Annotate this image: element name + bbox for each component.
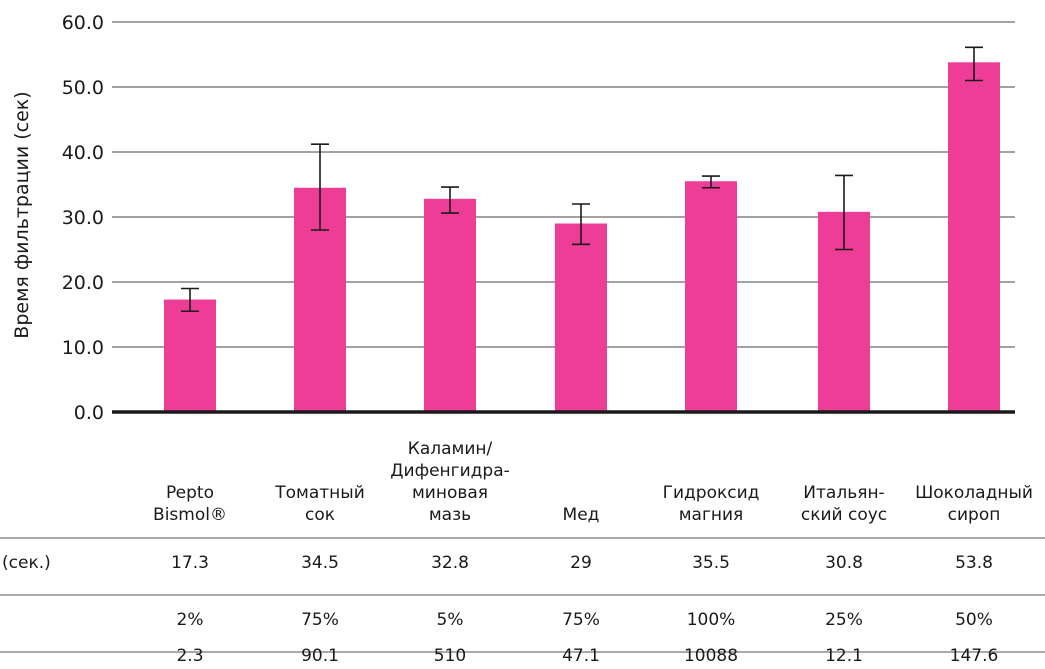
- category-label: Pepto Bismol®: [153, 483, 227, 525]
- table-cell: 35.5: [692, 553, 730, 573]
- y-tick-label: 60.0: [62, 12, 104, 34]
- y-axis-label: Время фильтрации (сек): [11, 91, 33, 338]
- table-cell: 100%: [687, 610, 736, 630]
- y-tick-label: 50.0: [62, 77, 104, 99]
- category-label: Шоколадный сироп: [915, 483, 1033, 525]
- error-bar: [702, 175, 720, 189]
- y-tick-label: 0.0: [74, 402, 104, 424]
- category-labels: Pepto Bismol® Томатный сок Каламин/Дифенгидр…: [153, 439, 1033, 525]
- error-bars: [181, 46, 983, 313]
- table-cell: 34.5: [301, 553, 339, 573]
- table-cell: 50%: [955, 610, 993, 630]
- category-label: Каламин/Дифенгидра-миновая мазь: [390, 439, 510, 525]
- table-cell: 147.6: [950, 646, 999, 666]
- error-bar: [181, 287, 199, 313]
- table-cell: 75%: [301, 610, 339, 630]
- category-label: Гидроксид магния: [663, 483, 760, 525]
- error-bar: [441, 186, 459, 214]
- table-cell: 510: [434, 646, 466, 666]
- table-cell: 47.1: [562, 646, 600, 666]
- y-tick-label: 30.0: [62, 207, 104, 229]
- data-table: (сек.) 17.3 34.5 32.8 29 35.5 30.8 53.8 2% 75% 5% 7…: [0, 537, 1045, 666]
- y-axis-ticks: 0.0 10.0 20.0 30.0 40.0 50.0 60.0: [62, 12, 104, 424]
- table-row-label: (сек.): [2, 553, 51, 573]
- table-cell: 12.1: [825, 646, 863, 666]
- table-cell: 5%: [437, 610, 464, 630]
- table-row: (сек.) 17.3 34.5 32.8 29 35.5 30.8 53.8: [2, 553, 993, 573]
- bar: [555, 223, 607, 412]
- table-cell: 10088: [684, 646, 738, 666]
- table-cell: 2%: [177, 610, 204, 630]
- category-label: Итальян-ский соус: [801, 483, 887, 525]
- table-cell: 17.3: [171, 553, 209, 573]
- bar: [424, 198, 476, 412]
- bars: [112, 62, 1015, 414]
- table-cell: 25%: [825, 610, 863, 630]
- table-cell: 90.1: [301, 646, 339, 666]
- table-cell: 32.8: [431, 553, 469, 573]
- error-bar: [965, 46, 983, 82]
- error-bar: [572, 203, 590, 246]
- y-tick-label: 10.0: [62, 337, 104, 359]
- category-label: Мед: [563, 505, 600, 525]
- table-cell: 53.8: [955, 553, 993, 573]
- category-label: Томатный сок: [274, 483, 365, 525]
- error-bar: [311, 143, 329, 231]
- table-cell: 30.8: [825, 553, 863, 573]
- y-tick-label: 40.0: [62, 142, 104, 164]
- table-cell: 2.3: [176, 646, 203, 666]
- bar: [948, 62, 1000, 413]
- table-row: 2.3 90.1 510 47.1 10088 12.1 147.6: [176, 646, 998, 666]
- table-row: 2% 75% 5% 75% 100% 25% 50%: [177, 610, 993, 630]
- bar: [685, 181, 737, 412]
- table-cell: 75%: [562, 610, 600, 630]
- error-bar: [835, 174, 853, 251]
- table-cell: 29: [570, 553, 592, 573]
- y-tick-label: 20.0: [62, 272, 104, 294]
- bar: [164, 299, 216, 412]
